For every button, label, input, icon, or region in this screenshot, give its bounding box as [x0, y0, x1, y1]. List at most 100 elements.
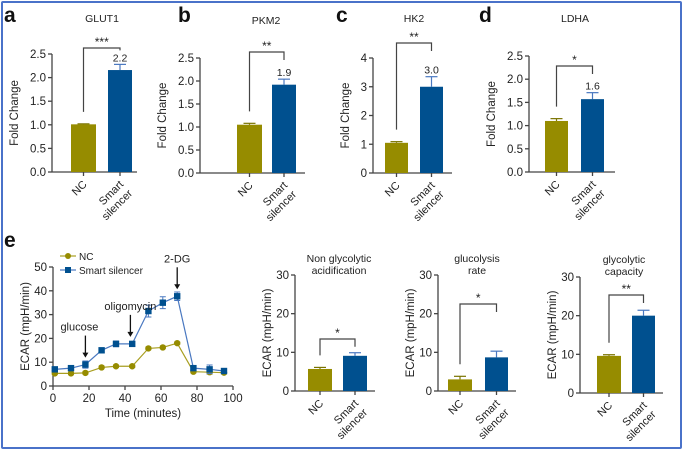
y-tick-label: 4 [361, 53, 368, 65]
y-tick-label: 40 [34, 286, 47, 298]
chart-title: GLUT1 [85, 13, 119, 25]
y-axis-label: ECAR (mpH/min) [547, 290, 559, 379]
value-label: 2.2 [113, 52, 128, 64]
data-point [67, 370, 75, 377]
arrow-head-icon [82, 352, 89, 358]
significance-bracket [319, 338, 356, 356]
y-tick-label: 10 [276, 347, 289, 359]
bar-nc [385, 142, 408, 173]
x-tick-label: NC [595, 400, 615, 420]
y-tick-label: 20 [276, 309, 289, 321]
y-tick-label: 0.0 [178, 168, 194, 180]
y-tick-label: 1 [361, 139, 367, 151]
y-tick-label: 0.0 [507, 167, 523, 179]
y-tick-label: 30 [34, 310, 47, 322]
bar-smart-silencer [581, 99, 604, 172]
y-tick-label: 0.5 [30, 143, 46, 155]
arrow-head-icon [127, 331, 134, 337]
y-axis-label: ECAR (mpH/min) [262, 288, 274, 377]
data-point [159, 344, 166, 351]
data-point [174, 339, 181, 347]
y-tick-label: 20 [419, 309, 432, 321]
bar-smart-silencer [108, 70, 132, 172]
y-tick-label: 0 [426, 386, 432, 398]
y-tick-label: 1.5 [30, 96, 46, 108]
y-tick-label: 2 [361, 111, 367, 123]
y-tick-label: 0.0 [30, 167, 46, 179]
significance-stars: * [572, 53, 577, 67]
data-point [145, 345, 152, 352]
x-tick-label: 100 [223, 393, 242, 405]
y-tick-label: 0.5 [178, 145, 194, 157]
chart-title: rate [468, 265, 486, 277]
value-label: 1.9 [277, 67, 292, 79]
y-tick-label: 2.5 [178, 53, 194, 65]
legend-label: NC [79, 252, 93, 263]
x-tick-label: NC [306, 398, 326, 418]
x-tick-label: 20 [83, 393, 96, 405]
y-tick-label: 0 [41, 381, 47, 393]
significance-bracket [608, 294, 645, 343]
panel-label-d: d [479, 4, 492, 27]
y-tick-label: 0 [568, 388, 574, 400]
y-axis-label: Fold Change [157, 83, 169, 149]
bar-smart-silencer [632, 315, 655, 393]
y-tick-label: 10 [419, 347, 432, 359]
significance-bracket [395, 42, 433, 130]
data-point [98, 364, 105, 371]
chart-title: PKM2 [252, 15, 281, 27]
y-tick-label: 2.0 [178, 76, 194, 88]
data-point [190, 364, 197, 372]
bar-nc [448, 379, 472, 391]
data-point [129, 363, 136, 370]
y-tick-label: 3 [361, 82, 367, 94]
bar-smart-silencer [485, 357, 508, 391]
y-tick-label: 1.5 [507, 97, 523, 109]
significance-stars: ** [622, 282, 632, 296]
data-point [67, 364, 75, 372]
data-point [112, 363, 120, 370]
y-tick-label: 1.0 [30, 120, 46, 132]
panel-label-c: c [336, 4, 348, 27]
chart-title: acidification [312, 265, 367, 277]
y-tick-label: 50 [34, 262, 47, 274]
y-tick-label: 10 [34, 357, 47, 369]
significance-bracket [459, 303, 498, 365]
x-tick-label: 0 [50, 393, 56, 405]
x-tick-label: 40 [119, 393, 132, 405]
chart-title: Non glycolytic [307, 253, 372, 265]
x-tick-label: NC [70, 179, 90, 199]
bar-nc [545, 120, 568, 172]
y-axis-label: Fold Change [486, 81, 498, 147]
y-tick-label: 20 [561, 311, 574, 323]
y-axis-label: Fold Change [9, 80, 21, 146]
y-tick-label: 1.0 [178, 122, 194, 134]
arrow-head-icon [174, 284, 181, 290]
y-axis-label: Fold Change [340, 83, 352, 149]
significance-stars: * [476, 291, 481, 305]
significance-bracket [248, 51, 285, 112]
significance-stars: *** [95, 35, 109, 49]
y-tick-label: 1.5 [178, 99, 194, 111]
data-point [112, 340, 120, 348]
chart-title: glycolytic [603, 254, 646, 266]
panel-label-a: a [4, 4, 16, 27]
panel-label-e: e [4, 229, 16, 252]
legend-marker-square [65, 267, 71, 273]
bar-nc [237, 124, 262, 173]
x-tick-label: 80 [191, 393, 204, 405]
chart-title: LDHA [561, 13, 589, 25]
panel-label-b: b [178, 4, 191, 27]
y-tick-label: 2.0 [30, 73, 46, 85]
data-point [51, 366, 58, 373]
y-tick-label: 2.5 [507, 51, 523, 63]
data-point [129, 340, 136, 348]
y-tick-label: 1.0 [507, 121, 523, 133]
data-point [174, 293, 181, 300]
y-tick-label: 2.5 [30, 49, 46, 61]
data-point [145, 307, 152, 315]
chart-title: glucolysis [454, 253, 500, 265]
y-tick-label: 30 [419, 270, 432, 282]
